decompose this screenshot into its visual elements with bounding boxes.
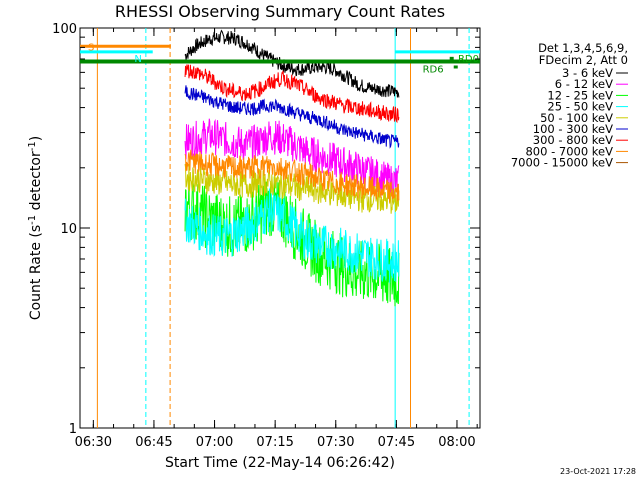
date-stamp: 23-Oct-2021 17:28	[560, 467, 636, 476]
flag-label-1: N	[134, 54, 141, 65]
flag-label-3: RD6	[423, 64, 444, 75]
legend-label-8: 7000 - 15000 keV	[511, 156, 613, 170]
y-tick-label-1: 10	[60, 222, 77, 237]
legend-header-1: FDecim 2, Att 0	[539, 53, 628, 67]
y-label-sup-2: -1	[27, 141, 38, 151]
legend-label-3: 25 - 50 keV	[547, 100, 613, 114]
legend-label-7: 800 - 7000 keV	[525, 144, 613, 158]
series-line-7	[184, 149, 400, 203]
y-tick-label-2: 100	[52, 22, 77, 37]
series-line-5	[184, 85, 400, 149]
x-tick-label-1: 06:45	[135, 435, 172, 450]
legend-label-1: 6 - 12 keV	[555, 77, 613, 91]
x-tick-label-4: 07:30	[317, 435, 354, 450]
rd0-marker	[449, 56, 454, 60]
x-tick-label-2: 07:00	[196, 435, 233, 450]
legend-label-5: 100 - 300 keV	[533, 122, 613, 136]
series-line-0	[184, 29, 400, 98]
flag-label-0: S	[88, 42, 94, 53]
legend-label-0: 3 - 6 keV	[562, 66, 613, 80]
legend: Det 1,3,4,5,6,9,FDecim 2, Att 03 - 6 keV…	[511, 41, 628, 170]
axis-layer: 06:30 06:45 07:00 07:15 07:30 07:45 08:00 1 10 10…	[52, 22, 480, 450]
x-tick-label-6: 08:00	[438, 435, 475, 450]
series-line-4	[184, 163, 400, 214]
x-tick-label-5: 07:45	[378, 435, 415, 450]
series-line-3	[184, 188, 400, 283]
legend-header-0: Det 1,3,4,5,6,9,	[538, 41, 628, 55]
rd6-marker	[453, 65, 458, 69]
y-label-part-3: )	[28, 136, 44, 141]
y-axis-label: Count Rate (s-1 detector-1)	[27, 136, 44, 320]
y-label-part-2: detector	[28, 151, 44, 215]
x-tick-label-3: 07:15	[256, 435, 293, 450]
series-line-1	[184, 118, 400, 200]
legend-label-6: 300 - 800 keV	[533, 133, 613, 147]
flag-layer: S N RD0 RD6	[80, 42, 480, 75]
x-tick-label-0: 06:30	[75, 435, 112, 450]
y-label-sup-1: -1	[27, 215, 38, 225]
legend-label-2: 12 - 25 keV	[547, 88, 613, 102]
chart-title: RHESSI Observing Summary Count Rates	[115, 2, 445, 21]
x-axis-label: Start Time (22-May-14 06:26:42)	[165, 455, 395, 471]
y-tick-label-0: 1	[69, 422, 77, 437]
flag-label-2: RD0	[458, 54, 479, 65]
y-label-part-1: Count Rate (s	[28, 225, 44, 320]
series-line-6	[184, 64, 400, 124]
legend-label-4: 50 - 100 keV	[540, 111, 613, 125]
data-layer	[96, 28, 470, 428]
